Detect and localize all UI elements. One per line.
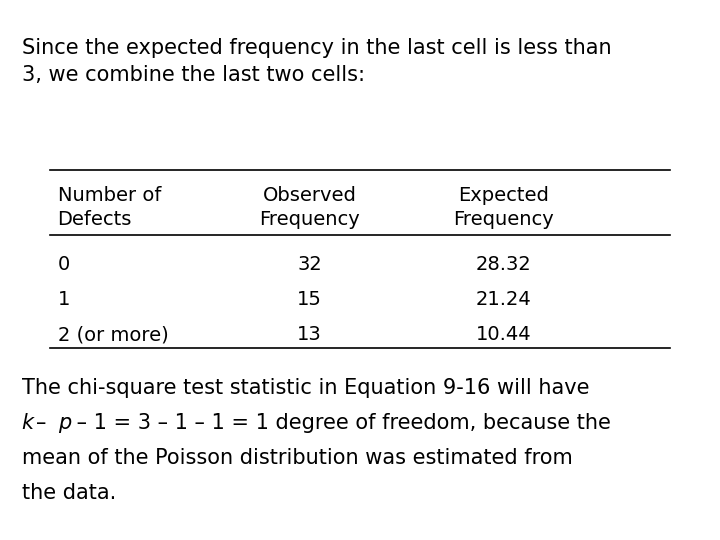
Text: 2 (or more): 2 (or more) (58, 325, 168, 345)
Text: The chi-square test statistic in Equation 9-16 will have: The chi-square test statistic in Equatio… (22, 378, 589, 398)
Text: k: k (22, 413, 34, 433)
Text: 28.32: 28.32 (476, 255, 532, 274)
Text: 10.44: 10.44 (476, 325, 532, 345)
Text: Observed
Frequency: Observed Frequency (259, 186, 360, 229)
Text: p: p (58, 413, 71, 433)
Text: –: – (36, 413, 53, 433)
Text: Expected
Frequency: Expected Frequency (454, 186, 554, 229)
Text: 1: 1 (58, 290, 70, 309)
Text: mean of the Poisson distribution was estimated from: mean of the Poisson distribution was est… (22, 448, 572, 468)
Text: Since the expected frequency in the last cell is less than
3, we combine the las: Since the expected frequency in the last… (22, 38, 611, 85)
Text: the data.: the data. (22, 483, 116, 503)
Text: Number of
Defects: Number of Defects (58, 186, 161, 229)
Text: 32: 32 (297, 255, 322, 274)
Text: 21.24: 21.24 (476, 290, 532, 309)
Text: 15: 15 (297, 290, 322, 309)
Text: 13: 13 (297, 325, 322, 345)
Text: – 1 = 3 – 1 – 1 = 1 degree of freedom, because the: – 1 = 3 – 1 – 1 = 1 degree of freedom, b… (70, 413, 611, 433)
Text: 0: 0 (58, 255, 70, 274)
